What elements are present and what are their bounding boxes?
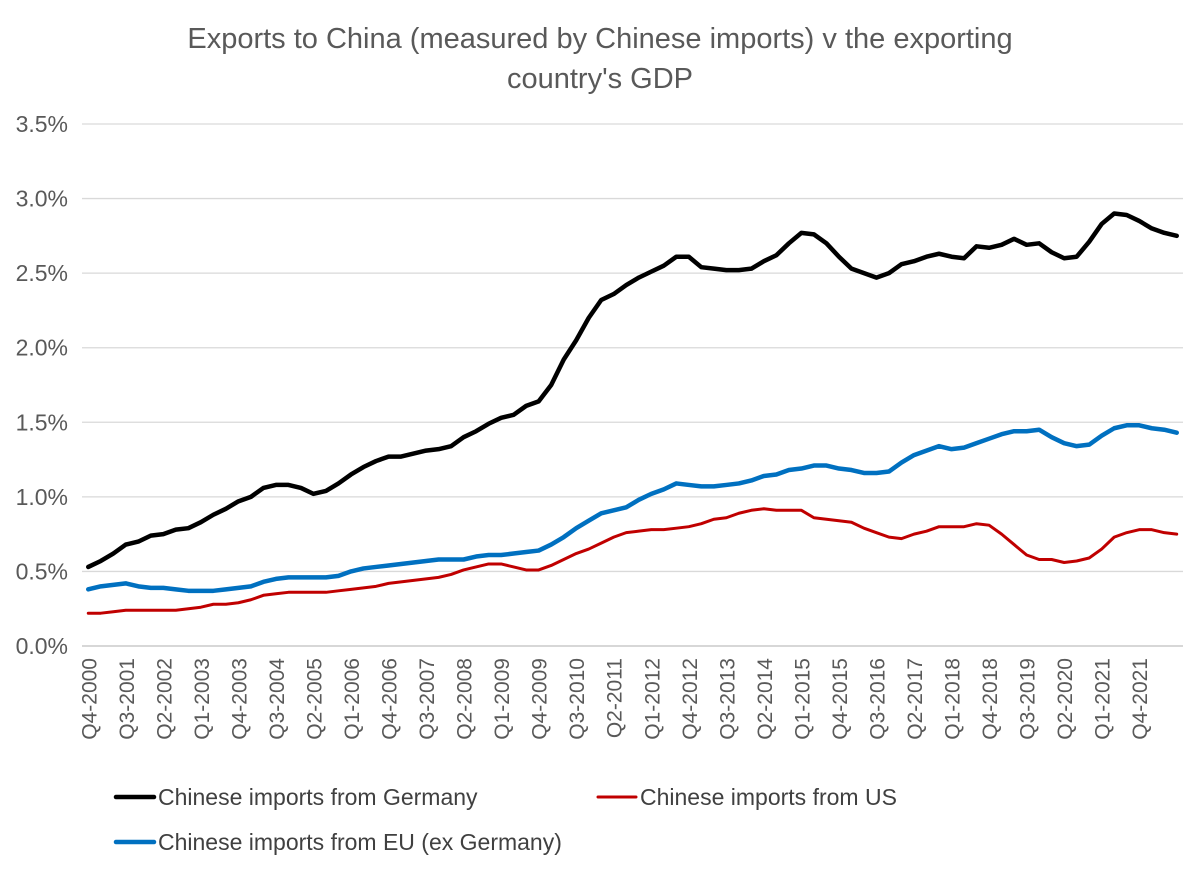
y-tick-label: 1.5% — [16, 409, 68, 435]
x-tick-label: Q1-2018 — [942, 658, 965, 740]
x-tick-label: Q2-2008 — [454, 658, 477, 740]
y-tick-label: 3.0% — [16, 186, 68, 212]
legend: Chinese imports from Germany Chinese impo… — [116, 784, 897, 855]
series-line-germany — [88, 213, 1176, 566]
x-tick-label: Q2-2017 — [904, 658, 927, 740]
x-tick-label: Q2-2005 — [303, 658, 326, 740]
y-tick-label: 0.0% — [16, 633, 68, 659]
series-line-eu-ex-germany — [88, 425, 1176, 591]
x-tick-label: Q3-2013 — [716, 658, 739, 740]
x-tick-label: Q1-2009 — [491, 658, 514, 740]
x-tick-label: Q1-2021 — [1092, 658, 1115, 740]
x-tick-label: Q3-2004 — [266, 658, 289, 740]
x-tick-label: Q4-2003 — [228, 658, 251, 740]
x-tick-label: Q4-2012 — [679, 658, 702, 740]
legend-label-germany: Chinese imports from Germany — [158, 784, 478, 810]
x-tick-label: Q3-2007 — [416, 658, 439, 740]
x-axis-tick-labels: Q4-2000 Q3-2001 Q2-2002 Q1-2003 Q4-2003 Q3-20… — [78, 658, 1152, 740]
x-tick-label: Q4-2018 — [979, 658, 1002, 740]
x-tick-label: Q4-2015 — [829, 658, 852, 740]
x-tick-label: Q1-2015 — [791, 658, 814, 740]
legend-label-eu-ex-germany: Chinese imports from EU (ex Germany) — [158, 829, 562, 855]
x-tick-label: Q3-2001 — [116, 658, 139, 740]
x-tick-label: Q3-2019 — [1017, 658, 1040, 740]
y-tick-label: 1.0% — [16, 484, 68, 510]
x-tick-label: Q4-2006 — [379, 658, 402, 740]
x-tick-label: Q1-2003 — [191, 658, 214, 740]
x-tick-label: Q4-2021 — [1129, 658, 1152, 740]
x-tick-label: Q4-2009 — [529, 658, 552, 740]
x-tick-label: Q4-2000 — [78, 658, 101, 740]
y-tick-label: 2.5% — [16, 260, 68, 286]
x-tick-label: Q2-2020 — [1054, 658, 1077, 740]
y-axis-tick-labels: 0.0% 0.5% 1.0% 1.5% 2.0% 2.5% 3.0% 3.5% — [16, 111, 68, 659]
legend-label-us: Chinese imports from US — [640, 784, 897, 810]
x-tick-label: Q2-2002 — [153, 658, 176, 740]
y-tick-label: 3.5% — [16, 111, 68, 137]
chart-title-line-2: country's GDP — [507, 63, 693, 95]
x-tick-label: Q2-2011 — [604, 658, 627, 738]
chart-title-line-1: Exports to China (measured by Chinese im… — [187, 23, 1012, 55]
y-tick-label: 0.5% — [16, 558, 68, 584]
x-tick-label: Q1-2012 — [641, 658, 664, 740]
x-tick-label: Q3-2016 — [866, 658, 889, 740]
x-tick-label: Q1-2006 — [341, 658, 364, 740]
y-tick-label: 2.0% — [16, 335, 68, 361]
series-line-us — [88, 509, 1176, 613]
x-tick-label: Q3-2010 — [566, 658, 589, 740]
x-tick-label: Q2-2014 — [754, 658, 777, 740]
